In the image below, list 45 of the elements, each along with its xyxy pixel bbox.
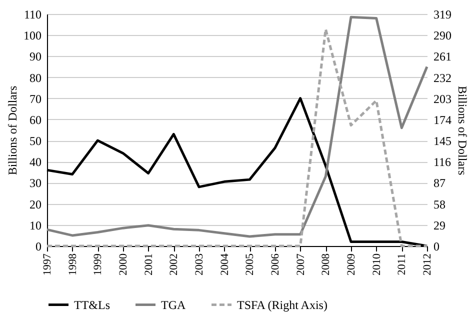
y2-tick-label: 203 xyxy=(434,92,452,106)
legend-label: TSFA (Right Axis) xyxy=(237,298,328,312)
y-tick-label: 0 xyxy=(36,240,42,254)
legend-label: TT&Ls xyxy=(74,298,110,312)
y2-axis-title: Billions of Dollars xyxy=(456,86,470,176)
y2-tick-label: 58 xyxy=(434,197,446,212)
y2-tick-label: 29 xyxy=(434,218,446,232)
x-tick-label: 2005 xyxy=(244,253,256,276)
y-tick-label: 90 xyxy=(30,50,42,64)
x-tick-label: 1998 xyxy=(66,253,79,276)
legend-label: TGA xyxy=(161,298,186,312)
y-tick-label: 40 xyxy=(30,155,42,170)
y-axis-title: Billions of Dollars xyxy=(6,86,20,176)
y2-tick-label: 145 xyxy=(434,134,452,148)
y2-tick-label: 116 xyxy=(434,155,452,170)
x-tick-label: 2009 xyxy=(346,253,358,276)
y-tick-label: 10 xyxy=(30,218,42,232)
x-tick-label: 2000 xyxy=(118,253,130,276)
y-tick-label: 70 xyxy=(30,92,42,106)
x-tick-label: 2002 xyxy=(168,254,180,276)
x-tick-label: 1999 xyxy=(92,253,104,276)
x-tick-label: 2004 xyxy=(218,253,231,276)
x-tick-label: 2008 xyxy=(320,253,332,276)
y-tick-label: 60 xyxy=(30,112,42,127)
x-tick-label: 2007 xyxy=(294,253,307,276)
x-tick-label: 2003 xyxy=(194,253,206,276)
y-tick-label: 100 xyxy=(24,28,42,43)
y2-tick-label: 0 xyxy=(434,240,440,254)
y2-tick-label: 319 xyxy=(434,8,452,22)
y-tick-label: 80 xyxy=(30,70,42,85)
x-tick-label: 2011 xyxy=(396,254,408,276)
y-tick-label: 110 xyxy=(24,8,42,22)
x-tick-label: 2012 xyxy=(422,254,434,276)
y-tick-label: 30 xyxy=(30,176,42,190)
y2-tick-label: 174 xyxy=(434,112,452,127)
x-tick-label: 2006 xyxy=(270,253,282,276)
y2-tick-label: 232 xyxy=(434,70,452,85)
x-tick-label: 2001 xyxy=(142,254,155,276)
y-tick-label: 50 xyxy=(30,134,42,148)
x-tick-label: 2010 xyxy=(370,253,383,276)
x-tick-label: 1997 xyxy=(42,253,54,276)
y-tick-label: 20 xyxy=(30,197,42,212)
y2-tick-label: 290 xyxy=(434,28,452,43)
y2-tick-label: 87 xyxy=(434,176,446,190)
y2-tick-label: 261 xyxy=(434,50,452,64)
